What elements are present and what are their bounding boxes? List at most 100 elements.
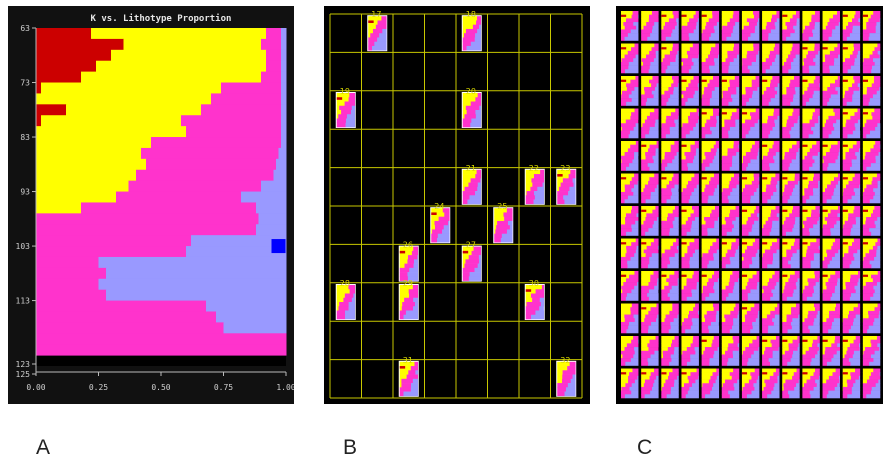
thumbnail-4-9 bbox=[802, 141, 820, 171]
well-id-label-25: 25 bbox=[497, 202, 507, 211]
well-id-label-26: 26 bbox=[403, 241, 413, 250]
proportion-band-3-layer-10 bbox=[281, 137, 287, 149]
thumbnail-8-8 bbox=[782, 271, 800, 301]
proportion-band-3-layer-7 bbox=[281, 104, 287, 116]
proportion-band-3-layer-9 bbox=[281, 126, 287, 138]
proportion-band-2-layer-2 bbox=[266, 49, 282, 62]
panel-b-well-map: 17 18 19 20 21 22 23 24 25 26 27 28 29 30 31 32 bbox=[324, 6, 590, 404]
thumbnail-6-4 bbox=[701, 206, 720, 236]
thumbnail-0-9 bbox=[802, 11, 820, 41]
x-tick-label-1: 0.25 bbox=[89, 383, 108, 392]
thumbnail-3-8 bbox=[782, 108, 800, 139]
thumbnail-3-1 bbox=[641, 108, 659, 139]
well-id-label-21: 21 bbox=[466, 164, 476, 173]
thumbnail-9-7 bbox=[762, 303, 780, 334]
well-id-label-32: 32 bbox=[560, 356, 570, 365]
lithotype-proportion-chart: K vs. Lithotype Proportion 63 73 83 93 103 113… bbox=[16, 13, 294, 392]
thumbnail-6-10 bbox=[822, 206, 840, 236]
figure-label-c: C bbox=[637, 436, 653, 459]
well-id-label-29: 29 bbox=[403, 279, 413, 288]
thumbnail-1-9 bbox=[802, 43, 820, 74]
thumbnail-4-1 bbox=[641, 141, 659, 171]
proportion-band-1-layer-4 bbox=[81, 71, 262, 84]
proportion-band-3-layer-6 bbox=[281, 93, 287, 105]
thumbnail-3-10 bbox=[822, 108, 840, 139]
thumbnail-8-10 bbox=[822, 271, 840, 301]
proportion-band-2-layer-20 bbox=[36, 246, 187, 258]
thumbnail-1-12 bbox=[862, 43, 881, 74]
thumbnail-9-8 bbox=[782, 303, 800, 334]
proportion-band-2-layer-13 bbox=[136, 169, 274, 182]
thumbnail-6-2 bbox=[661, 206, 679, 236]
proportion-band-3-layer-16 bbox=[256, 202, 287, 214]
thumbnail-0-8 bbox=[782, 11, 800, 41]
thumbnail-6-6 bbox=[741, 206, 760, 236]
thumbnail-2-0 bbox=[621, 76, 639, 106]
proportion-band-2-layer-5 bbox=[221, 82, 282, 94]
thumbnail-10-1 bbox=[641, 336, 659, 366]
thumbnail-0-3 bbox=[681, 11, 699, 41]
thumbnail-1-1 bbox=[641, 43, 659, 74]
thumbnail-4-4 bbox=[701, 141, 720, 171]
thumbnail-4-6 bbox=[741, 141, 760, 171]
proportion-band-0-layer-3 bbox=[36, 60, 97, 73]
proportion-band-2-layer-1 bbox=[261, 38, 282, 51]
thumbnail-11-2 bbox=[661, 368, 679, 399]
proportion-band-3-layer-17 bbox=[258, 213, 287, 225]
proportion-band-3-layer-3 bbox=[281, 60, 287, 73]
proportion-band-3-layer-20 bbox=[186, 246, 287, 258]
y-tick-label-7: 125 bbox=[16, 370, 31, 379]
well-column-20 bbox=[462, 93, 482, 128]
thumbnail-10-0 bbox=[621, 336, 639, 366]
thumbnail-7-12 bbox=[862, 238, 881, 269]
thumbnail-11-5 bbox=[721, 368, 740, 399]
thumbnail-4-7 bbox=[762, 141, 780, 171]
thumbnail-2-6 bbox=[741, 76, 760, 106]
proportion-band-2-layer-24 bbox=[36, 289, 107, 302]
thumbnail-0-4 bbox=[701, 11, 720, 41]
thumbnail-9-9 bbox=[802, 303, 820, 334]
thumbnail-10-4 bbox=[701, 336, 720, 366]
selected-cell-marker bbox=[271, 239, 286, 254]
thumbnail-6-5 bbox=[721, 206, 740, 236]
thumbnail-0-2 bbox=[661, 11, 679, 41]
proportion-band-1-layer-6 bbox=[36, 93, 212, 105]
thumbnail-10-9 bbox=[802, 336, 820, 366]
thumbnail-5-5 bbox=[721, 173, 740, 204]
well-id-label-20: 20 bbox=[466, 87, 476, 96]
thumbnail-6-9 bbox=[802, 206, 820, 236]
thumbnail-5-11 bbox=[842, 173, 861, 204]
thumbnail-3-9 bbox=[802, 108, 820, 139]
well-id-label-27: 27 bbox=[466, 241, 476, 250]
proportion-band-3-layer-23 bbox=[98, 278, 287, 291]
thumbnail-11-12 bbox=[862, 368, 881, 399]
thumbnail-8-1 bbox=[641, 271, 659, 301]
thumbnail-7-3 bbox=[681, 238, 699, 269]
thumbnail-8-2 bbox=[661, 271, 679, 301]
thumbnail-10-2 bbox=[661, 336, 679, 366]
thumbnail-0-6 bbox=[741, 11, 760, 41]
well-column-30 bbox=[525, 285, 545, 320]
thumbnail-10-8 bbox=[782, 336, 800, 366]
x-tick-label-2: 0.50 bbox=[151, 383, 170, 392]
proportion-band-3-layer-25 bbox=[206, 300, 287, 312]
well-column-29 bbox=[399, 285, 419, 320]
thumbnail-8-12 bbox=[862, 271, 881, 301]
proportion-band-2-layer-0 bbox=[266, 28, 282, 40]
thumbnail-0-0 bbox=[621, 11, 639, 41]
figure-label-a: A bbox=[36, 436, 51, 459]
thumbnail-8-0 bbox=[621, 271, 639, 301]
thumbnail-10-11 bbox=[842, 336, 861, 366]
thumbnail-11-1 bbox=[641, 368, 659, 399]
proportion-band-2-layer-28 bbox=[36, 333, 287, 345]
thumbnail-4-10 bbox=[822, 141, 840, 171]
proportion-band-3-layer-18 bbox=[256, 224, 287, 236]
thumbnail-11-8 bbox=[782, 368, 800, 399]
proportion-band-2-layer-23 bbox=[36, 278, 99, 291]
thumbnail-1-0 bbox=[621, 43, 639, 74]
proportion-band-1-layer-11 bbox=[36, 147, 142, 160]
thumbnail-4-3 bbox=[681, 141, 699, 171]
well-column-19 bbox=[336, 93, 356, 128]
thumbnail-5-10 bbox=[822, 173, 840, 204]
thumbnail-10-10 bbox=[822, 336, 840, 366]
